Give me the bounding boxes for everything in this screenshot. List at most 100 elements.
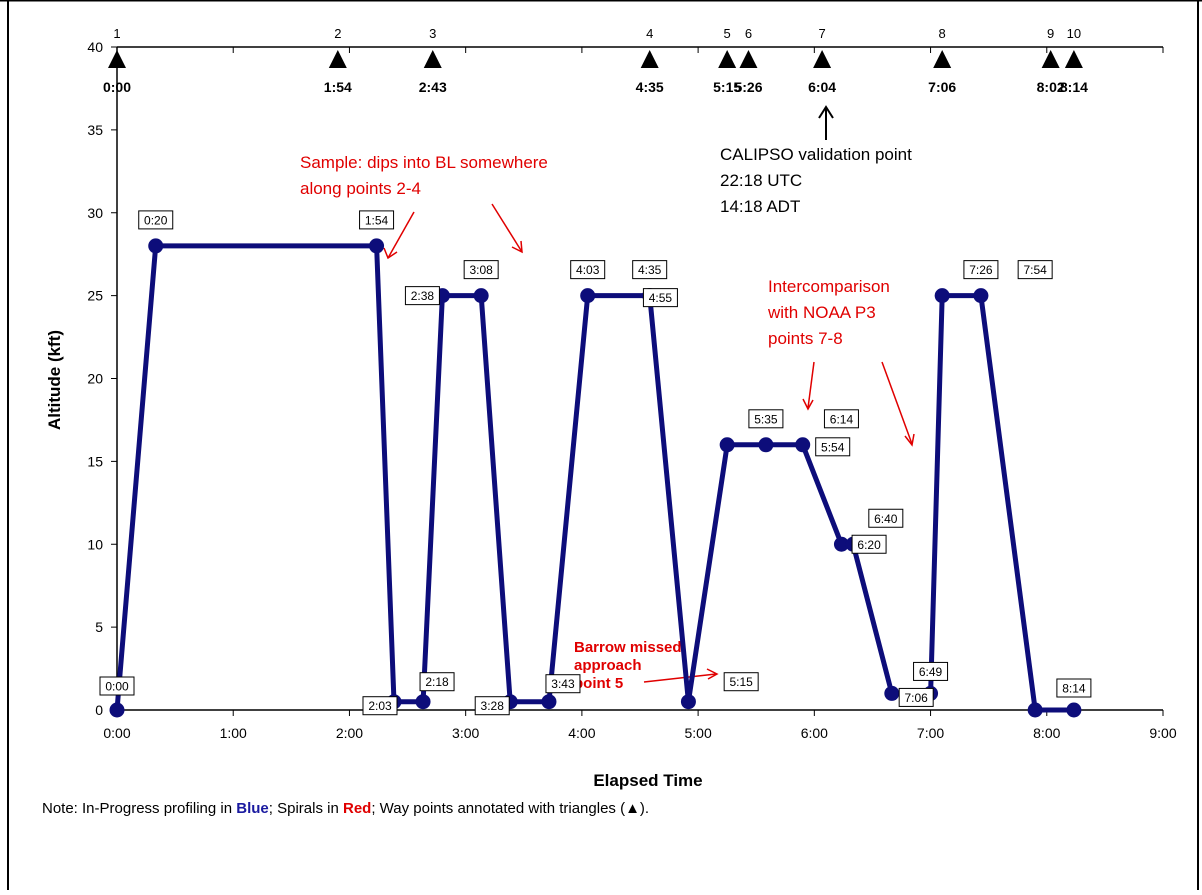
point-label: 5:15 xyxy=(729,675,753,689)
waypoint-triangle xyxy=(718,50,737,68)
waypoint-layer: 1 0:00 2 1:54 3 2:43 4 4:35 5 5:15 6 5:26 7 6:04 8 7:06… xyxy=(103,26,1088,95)
waypoint-time: 6:04 xyxy=(808,79,836,95)
point-label: 6:20 xyxy=(857,538,881,552)
point-label: 0:00 xyxy=(105,680,129,694)
point-label: 6:14 xyxy=(830,412,854,426)
y-tick-label: 15 xyxy=(87,453,103,469)
x-tick-label: 1:00 xyxy=(220,725,247,741)
point-label: 7:26 xyxy=(969,263,993,277)
altitude-data-point xyxy=(109,702,125,718)
point-label-box xyxy=(1056,678,1092,698)
x-tick-label: 7:00 xyxy=(917,725,944,741)
waypoint-time: 0:00 xyxy=(103,79,131,95)
altitude-data-point xyxy=(758,437,774,453)
point-label-box xyxy=(138,210,174,230)
intercomparison-annotation-line3: points 7-8 xyxy=(768,329,843,348)
intercomparison-annotation-line1: Intercomparison xyxy=(768,277,890,296)
altitude-data-point xyxy=(580,288,596,304)
altitude-data-point xyxy=(369,238,385,254)
point-label-box xyxy=(1017,260,1053,280)
y-tick-label: 20 xyxy=(87,371,103,387)
altitude-data-point xyxy=(541,694,557,710)
y-tick-label: 10 xyxy=(87,536,103,552)
point-label: 0:20 xyxy=(144,213,168,227)
x-tick-label: 0:00 xyxy=(103,725,130,741)
calipso-annotation-line2: 22:18 UTC xyxy=(720,171,802,190)
x-tick-label: 3:00 xyxy=(452,725,479,741)
point-label-box xyxy=(99,676,135,696)
point-label: 1:54 xyxy=(365,213,389,227)
y-tick-label: 5 xyxy=(95,619,103,635)
note-red-word: Red xyxy=(342,800,372,817)
point-label: 2:03 xyxy=(368,699,392,713)
point-label: 6:40 xyxy=(874,512,898,526)
sample-annotation-line1: Sample: dips into BL somewhere xyxy=(300,153,548,172)
waypoint-number: 7 xyxy=(818,26,825,41)
waypoint-number: 4 xyxy=(646,26,653,41)
waypoint-number: 6 xyxy=(745,26,752,41)
y-axis-title: Altitude (kft) xyxy=(45,330,64,430)
x-axis-title: Elapsed Time xyxy=(593,771,702,790)
x-tick-label: 6:00 xyxy=(801,725,828,741)
point-label: 3:43 xyxy=(551,677,575,691)
barrow-arrow xyxy=(643,668,719,683)
point-label: 5:35 xyxy=(754,412,778,426)
point-label: 3:08 xyxy=(469,263,493,277)
waypoint-triangle xyxy=(1064,50,1083,68)
point-labels-layer: 0:00 0:20 1:54 2:03 2:18 2:38 3:08 3:28 3:43 4:03… xyxy=(99,210,1092,716)
point-label-box xyxy=(868,508,904,528)
altitude-data-point xyxy=(719,437,735,453)
y-tick-label: 0 xyxy=(95,702,103,718)
point-label: 5:54 xyxy=(821,440,845,454)
calipso-annotation-line1: CALIPSO validation point xyxy=(720,145,912,164)
waypoint-time: 2:43 xyxy=(419,79,447,95)
waypoint-number: 1 xyxy=(113,26,120,41)
altitude-data-point xyxy=(1066,702,1082,718)
point-label-box xyxy=(545,674,581,694)
waypoint-number: 8 xyxy=(939,26,946,41)
note-middle: ; Spirals in xyxy=(268,800,343,817)
waypoint-triangle xyxy=(933,50,952,68)
waypoint-triangle xyxy=(328,50,347,68)
altitude-data-point xyxy=(680,694,696,710)
x-tick-label: 5:00 xyxy=(684,725,711,741)
y-tick-label: 25 xyxy=(87,288,103,304)
altitude-data-point xyxy=(795,437,811,453)
point-label: 7:54 xyxy=(1023,263,1047,277)
point-label-box xyxy=(913,661,949,681)
point-label: 4:35 xyxy=(638,263,662,277)
waypoint-time: 5:26 xyxy=(734,79,762,95)
waypoint-time: 5:15 xyxy=(713,79,741,95)
point-label-box xyxy=(823,409,859,429)
waypoint-time: 4:35 xyxy=(636,79,664,95)
note-prefix: Note: In-Progress profiling in xyxy=(42,800,237,817)
calipso-arrow xyxy=(818,105,834,140)
waypoint-number: 10 xyxy=(1067,26,1081,41)
sample-annotation-line2: along points 2-4 xyxy=(300,179,421,198)
intercomparison-annotation-line2: with NOAA P3 xyxy=(767,303,876,322)
altitude-data-point xyxy=(415,694,431,710)
x-tick-label: 9:00 xyxy=(1149,725,1176,741)
waypoint-number: 5 xyxy=(724,26,731,41)
point-label-box xyxy=(963,260,999,280)
point-label-box xyxy=(362,696,398,716)
point-label-box xyxy=(419,672,455,692)
waypoint-triangle xyxy=(108,50,126,68)
barrow-annotation-line1: Barrow missed xyxy=(574,639,682,656)
point-label: 2:18 xyxy=(425,675,449,689)
altitude-data-point xyxy=(1027,702,1043,718)
point-label-box xyxy=(359,210,395,230)
intercomparison-arrow-right xyxy=(881,361,915,447)
point-label: 4:03 xyxy=(576,263,600,277)
barrow-annotation-line3: point 5 xyxy=(574,675,623,692)
x-tick-label: 8:00 xyxy=(1033,725,1060,741)
point-label-box xyxy=(463,260,499,280)
altitude-data-point xyxy=(884,685,900,701)
annotation-layer: Sample: dips into BL somewhere along poi… xyxy=(300,105,915,692)
altitude-data-point xyxy=(473,288,489,304)
x-tick-label: 4:00 xyxy=(568,725,595,741)
waypoint-time: 7:06 xyxy=(928,79,956,95)
point-label: 2:38 xyxy=(411,289,435,303)
